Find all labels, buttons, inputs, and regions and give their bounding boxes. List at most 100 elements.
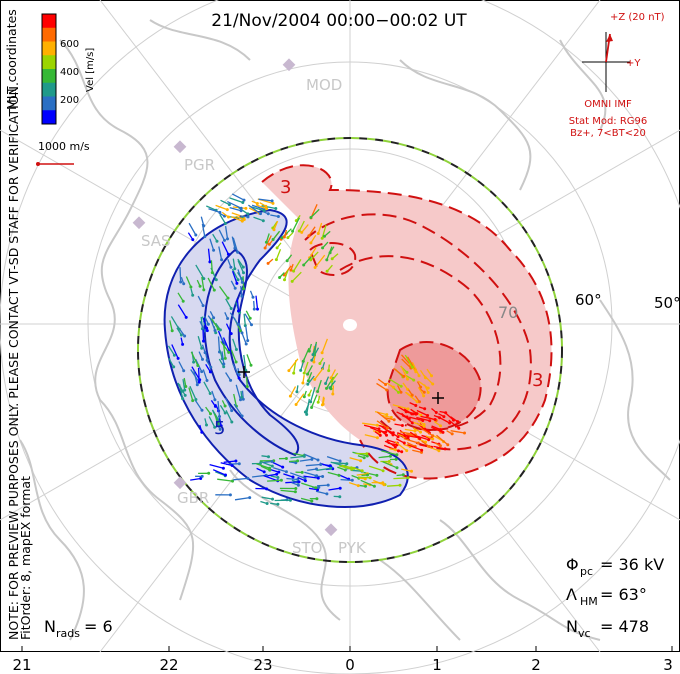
vector-origin: [281, 465, 285, 469]
vector-origin: [239, 398, 242, 402]
vector-origin: [250, 323, 253, 327]
vector-origin: [400, 450, 404, 454]
vector-origin: [206, 322, 210, 326]
imf-dial: [582, 32, 630, 92]
vector-origin: [240, 414, 244, 418]
vector-origin: [456, 420, 460, 424]
vector-origin: [213, 404, 217, 408]
vector-origin: [200, 408, 204, 412]
vector-origin: [242, 218, 246, 221]
vector-origin: [422, 394, 426, 398]
mlt-tick-label: 2: [531, 656, 541, 674]
vector-origin: [201, 357, 204, 361]
vector-origin: [300, 470, 304, 474]
vector-origin: [395, 466, 399, 470]
velocity-vector: [325, 376, 335, 389]
velocity-vector: [401, 358, 412, 369]
velocity-vector: [291, 271, 302, 282]
velocity-vector: [326, 455, 341, 462]
vector-origin: [294, 487, 298, 490]
vector-origin: [338, 486, 342, 490]
vector-origin: [263, 246, 267, 250]
vector-origin: [316, 390, 320, 393]
vector-origin: [234, 348, 238, 351]
colorbar-segment: [42, 82, 56, 97]
velocity-vector: [177, 382, 186, 396]
station-label: SAS: [141, 232, 171, 250]
vector-origin: [202, 277, 206, 281]
fit-order-note: FitOrder: 8, mapEX format: [18, 476, 33, 640]
velocity-vector: [179, 267, 182, 283]
velocity-vector: [201, 276, 205, 290]
velocity-vector: [222, 344, 226, 359]
vector-origin: [294, 403, 298, 406]
vector-origin: [312, 360, 316, 364]
velocity-vector: [374, 410, 387, 416]
velocity-vector: [307, 372, 313, 381]
velocity-vector: [293, 452, 304, 457]
vector-origin: [248, 316, 252, 320]
vector-origin: [189, 285, 193, 289]
vector-origin: [262, 209, 266, 213]
imf-y-label: +Y: [626, 58, 641, 69]
vector-origin: [218, 427, 222, 431]
vector-origin: [200, 474, 204, 478]
vector-origin: [325, 492, 329, 496]
vector-origin: [406, 377, 409, 381]
vector-origin: [389, 415, 393, 419]
velocity-vector: [188, 387, 194, 401]
velocity-vector: [220, 336, 226, 345]
vector-origin: [337, 473, 341, 477]
vector-origin: [426, 391, 430, 394]
vector-origin: [182, 369, 186, 373]
vector-origin: [413, 429, 417, 433]
velocity-vector: [405, 374, 415, 381]
velocity-vector: [293, 259, 302, 272]
vector-origin: [431, 434, 435, 438]
vector-origin: [212, 288, 216, 292]
velocity-vector: [171, 344, 179, 359]
velocity-vector: [273, 467, 287, 473]
vector-origin: [179, 280, 183, 284]
vector-origin: [184, 385, 188, 388]
vector-origin: [280, 236, 284, 240]
velocity-vector: [202, 369, 208, 381]
velocity-vector: [301, 224, 309, 233]
vector-origin: [208, 392, 212, 395]
velocity-vector: [237, 260, 245, 274]
vector-origin: [170, 329, 174, 333]
vector-origin: [431, 382, 435, 386]
vector-origin: [179, 333, 183, 337]
vector-origin: [295, 390, 299, 394]
vector-origin: [233, 286, 237, 290]
vector-origin: [242, 287, 246, 291]
vector-origin: [309, 400, 313, 404]
vector-origin: [426, 414, 430, 417]
velocity-vector: [396, 411, 408, 418]
vector-origin: [400, 424, 404, 427]
velocity-vector: [400, 365, 409, 380]
vector-origin: [404, 410, 408, 414]
stat-model-condition: Bz+, 7<BT<20: [570, 128, 646, 139]
vector-origin: [385, 388, 389, 392]
vector-origin: [316, 488, 320, 492]
nrads-symbol: N: [44, 617, 56, 636]
velocity-vector: [283, 269, 289, 281]
vector-origin: [244, 342, 248, 346]
vector-origin: [286, 236, 290, 240]
vector-origin: [276, 215, 280, 218]
vector-origin: [256, 307, 259, 311]
vector-origin: [368, 476, 372, 480]
velocity-vector: [177, 304, 187, 318]
vector-origin: [285, 259, 289, 263]
colorbar-segment: [42, 55, 56, 70]
velocity-vector: [169, 320, 173, 331]
velocity-vector: [210, 318, 219, 330]
velocity-vector: [275, 248, 282, 260]
velocity-vector: [340, 478, 353, 481]
velocity-vector: [331, 372, 339, 382]
velocity-vector: [251, 204, 265, 211]
vector-origin: [249, 363, 253, 367]
vector-origin: [329, 376, 333, 380]
